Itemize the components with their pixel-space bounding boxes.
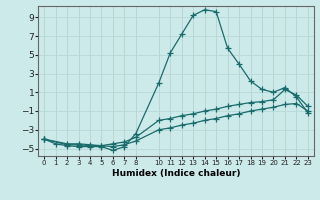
X-axis label: Humidex (Indice chaleur): Humidex (Indice chaleur) bbox=[112, 169, 240, 178]
